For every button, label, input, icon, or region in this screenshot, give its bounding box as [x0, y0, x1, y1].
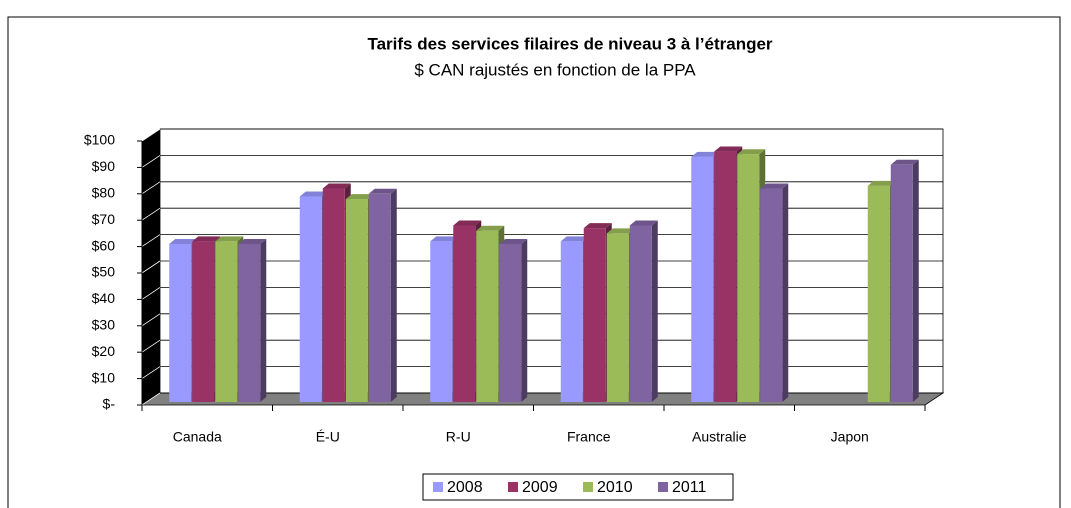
y-tick-label: $50: [92, 264, 116, 280]
bar: [737, 154, 760, 402]
bar-top: [476, 225, 505, 231]
bar: [867, 185, 890, 402]
bar: [606, 233, 629, 402]
bar-top: [760, 183, 789, 189]
bar: [476, 230, 499, 402]
bar-top: [499, 238, 528, 244]
y-tick-label: $10: [92, 369, 116, 385]
bar-side: [782, 183, 789, 402]
y-tick-label: $80: [92, 185, 116, 201]
bar-side: [390, 188, 397, 402]
bar: [215, 241, 238, 402]
bar: [368, 193, 391, 402]
bar: [714, 151, 737, 402]
grid-line-side: [141, 392, 161, 406]
frame: [7, 16, 1061, 508]
grid-line-side: [141, 155, 161, 168]
bar: [430, 241, 453, 402]
bar-side: [912, 159, 919, 402]
bar-top: [192, 236, 221, 242]
grid-line-side: [141, 260, 161, 274]
legend-swatch: [658, 482, 668, 492]
bar: [890, 164, 913, 402]
bar: [629, 225, 652, 402]
y-tick-label: $40: [92, 290, 116, 306]
bar-top: [629, 220, 658, 226]
chart-subtitle: $ CAN rajustés en fonction de la PPA: [414, 60, 696, 79]
grid-line-side: [141, 366, 161, 379]
bar-top: [606, 228, 635, 234]
bar-top: [737, 149, 766, 155]
bar: [322, 188, 345, 402]
bar-top: [453, 220, 482, 226]
bar-top: [430, 236, 459, 242]
x-tick-label: Canada: [173, 429, 222, 445]
legend-swatch: [433, 482, 443, 492]
bar-top: [215, 236, 244, 242]
y-tick-label: $70: [92, 211, 116, 227]
x-tick-label: R-U: [446, 429, 471, 445]
y-tick-label: $90: [92, 158, 116, 174]
legend-box: [422, 473, 734, 501]
y-tick-label: $20: [92, 343, 116, 359]
bar-top: [299, 191, 328, 197]
bar: [560, 241, 583, 402]
bar: [192, 241, 215, 402]
grid-line-side: [141, 313, 161, 327]
grid-line-side: [141, 128, 161, 142]
bar: [299, 196, 322, 402]
y-tick-label: $100: [84, 132, 115, 148]
bar: [169, 243, 192, 402]
bar-top: [560, 236, 589, 242]
grid-line-side: [141, 339, 161, 353]
bar-top: [322, 183, 351, 189]
grid-line-side: [141, 287, 161, 300]
x-tick-label: France: [567, 429, 611, 445]
legend-swatch: [508, 482, 518, 492]
legend-label: 2010: [597, 479, 633, 496]
bar: [499, 243, 522, 402]
bar: [760, 188, 783, 402]
grid-line-side: [141, 207, 161, 221]
legend-label: 2009: [522, 479, 558, 496]
x-tick-label: É-U: [316, 429, 340, 445]
grid-line-side: [141, 234, 161, 247]
bar: [238, 243, 261, 402]
bar-top: [714, 146, 743, 152]
bar: [583, 228, 606, 402]
chart-title: Tarifs des services filaires de niveau 3…: [367, 34, 772, 53]
legend-label: 2011: [672, 479, 707, 496]
bar-top: [238, 238, 267, 244]
y-tick-label: $-: [103, 396, 116, 412]
bar-top: [169, 238, 198, 244]
x-tick-label: Japon: [831, 429, 869, 445]
legend-label: 2008: [447, 479, 483, 496]
bar-side: [260, 238, 267, 402]
legend-swatch: [583, 482, 593, 492]
bar-top: [867, 180, 896, 186]
y-tick-label: $30: [92, 317, 116, 333]
bar: [453, 225, 476, 402]
bar-top: [890, 159, 919, 165]
x-tick-label: Australie: [692, 429, 747, 445]
bar: [691, 156, 714, 402]
bar: [345, 199, 368, 402]
y-tick-label: $60: [92, 237, 116, 253]
bar-top: [583, 223, 612, 229]
grid-line-side: [141, 181, 161, 195]
bar-side: [651, 220, 658, 402]
bar-top: [345, 194, 374, 200]
bar-top: [691, 151, 720, 157]
bar-top: [368, 188, 397, 194]
bar-side: [521, 238, 528, 402]
